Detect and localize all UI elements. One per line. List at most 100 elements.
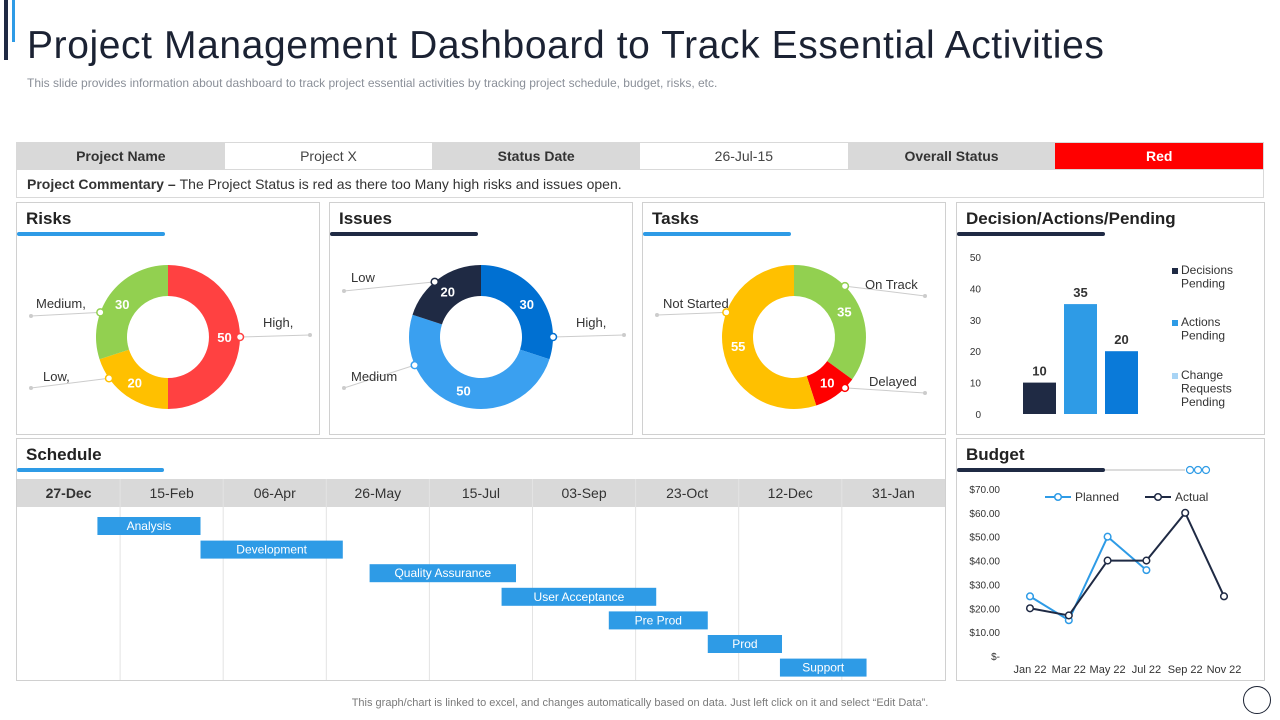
- leader-line: [343, 364, 415, 389]
- donut-category-label: Medium: [351, 369, 397, 384]
- gantt-task-label: Prod: [732, 637, 757, 651]
- pager-dot-icon: [1193, 465, 1203, 475]
- x-tick-label: Mar 22: [1052, 664, 1086, 676]
- x-tick-label: Jan 22: [1013, 664, 1046, 676]
- gantt-task-label: Development: [236, 543, 307, 557]
- y-tick-label: 40: [970, 284, 982, 295]
- bar-value-label: 20: [1114, 332, 1128, 347]
- gantt-task-label: User Acceptance: [534, 590, 625, 604]
- donut-category-label: Low: [351, 270, 375, 285]
- y-tick-label: 10: [970, 379, 982, 390]
- x-tick-label: Nov 22: [1207, 664, 1242, 676]
- schedule-date-label: 06-Apr: [254, 485, 296, 501]
- leader-line: [30, 311, 101, 317]
- line-point: [1142, 556, 1151, 565]
- y-tick-label: 30: [970, 316, 982, 327]
- schedule-date-label: 12-Dec: [768, 485, 813, 501]
- bar: [1064, 304, 1097, 414]
- decision-bar-chart: 01020304050103520DecisionsPendingActions…: [970, 253, 1233, 421]
- legend-label: Pending: [1181, 329, 1225, 343]
- leader-end-dot: [655, 313, 659, 317]
- legend-label: Pending: [1181, 395, 1225, 409]
- schedule-date-label: 15-Jul: [462, 485, 500, 501]
- tasks-title: Tasks: [652, 209, 699, 228]
- legend-label: Actual: [1175, 490, 1208, 504]
- donut-category-label: Medium,: [36, 296, 86, 311]
- budget-panel: Budget $- $10.00 $20.00 $30.00 $40.00 $50.00 $…: [956, 438, 1265, 681]
- project-commentary: Project Commentary – The Project Status …: [16, 170, 1264, 198]
- bar-value-label: 10: [1032, 364, 1046, 379]
- donut-value-label: 50: [217, 330, 231, 345]
- legend-swatch: [1172, 373, 1178, 379]
- line-point: [1142, 566, 1151, 575]
- x-tick-label: Jul 22: [1132, 664, 1161, 676]
- donut-value-label: 50: [456, 384, 470, 399]
- legend-swatch: [1172, 320, 1178, 326]
- budget-underline: [957, 468, 1105, 472]
- leader-dot: [410, 360, 419, 370]
- gantt-task-label: Pre Prod: [635, 613, 682, 627]
- issues-donut-chart: 30 High, 50 Medium 20 Low: [342, 265, 626, 409]
- schedule-gantt-chart: 27-Dec 15-Feb 06-Apr 26-May 15-Jul 03-Sep 23-O…: [17, 479, 945, 680]
- leader-line: [343, 281, 435, 292]
- leader-end-dot: [622, 333, 626, 337]
- legend-label: Actions: [1181, 315, 1220, 329]
- y-tick-label: 20: [970, 347, 982, 358]
- donut-slice: [806, 361, 853, 406]
- legend-label: Change: [1181, 368, 1223, 382]
- overall-status-label: Overall Status: [847, 143, 1056, 169]
- leader-line: [239, 334, 311, 338]
- issues-title: Issues: [339, 209, 392, 228]
- leader-dot: [104, 374, 114, 383]
- risks-title: Risks: [26, 209, 72, 228]
- line-point: [1103, 556, 1112, 565]
- schedule-date-label: 15-Feb: [149, 485, 194, 501]
- issues-underline: [330, 232, 478, 236]
- gantt-task-label: Quality Assurance: [394, 566, 491, 580]
- leader-end-dot: [29, 314, 33, 318]
- leader-dot: [548, 332, 558, 342]
- line-point: [1219, 592, 1229, 601]
- gantt-bar: [97, 517, 201, 535]
- gantt-bar: [608, 611, 708, 630]
- y-tick-label: $-: [991, 652, 1000, 663]
- y-tick-label: $40.00: [969, 557, 1000, 568]
- line-point: [1103, 532, 1112, 541]
- y-tick-label: $10.00: [969, 628, 1000, 639]
- donut-value-label: 20: [441, 284, 455, 299]
- leader-end-dot: [29, 386, 33, 390]
- leader-line: [656, 311, 727, 316]
- decision-underline: [957, 232, 1105, 236]
- legend-swatch: [1172, 268, 1178, 274]
- leader-line: [30, 377, 110, 389]
- tasks-panel: Tasks 35 On Track 10 Delayed 55 Not Started: [642, 202, 946, 435]
- donut-value-label: 35: [837, 304, 851, 319]
- donut-value-label: 20: [128, 376, 142, 391]
- donut-slice: [409, 314, 550, 409]
- commentary-label: Project Commentary –: [27, 175, 176, 192]
- bar: [1105, 351, 1138, 414]
- footer-note: This graph/chart is linked to excel, and…: [351, 697, 929, 709]
- decision-title: Decision/Actions/Pending: [966, 209, 1176, 228]
- gantt-bar: [369, 564, 517, 583]
- gantt-task-label: Analysis: [127, 519, 172, 533]
- donut-value-label: 30: [519, 297, 533, 312]
- donut-value-label: 10: [820, 376, 834, 391]
- y-tick-label: $70.00: [969, 485, 1000, 496]
- x-tick-label: May 22: [1090, 664, 1126, 676]
- leader-end-dot: [342, 386, 346, 390]
- page-subtitle: This slide provides information about da…: [27, 76, 718, 90]
- budget-line-chart: $- $10.00 $20.00 $30.00 $40.00 $50.00 $60.00 $7…: [957, 465, 1242, 676]
- donut-slice: [412, 265, 481, 325]
- leader-dot: [840, 281, 850, 291]
- line-point: [1025, 592, 1035, 601]
- donut-category-label: High,: [263, 315, 293, 330]
- y-tick-label: $30.00: [969, 580, 1000, 591]
- line-series: [1029, 510, 1225, 617]
- status-date-value: 26-Jul-15: [640, 143, 848, 169]
- donut-slice: [168, 265, 240, 409]
- x-tick-label: Sep 22: [1168, 664, 1203, 676]
- bar: [1023, 382, 1056, 414]
- legend-label: Pending: [1181, 277, 1225, 291]
- legend-marker: [1053, 492, 1063, 502]
